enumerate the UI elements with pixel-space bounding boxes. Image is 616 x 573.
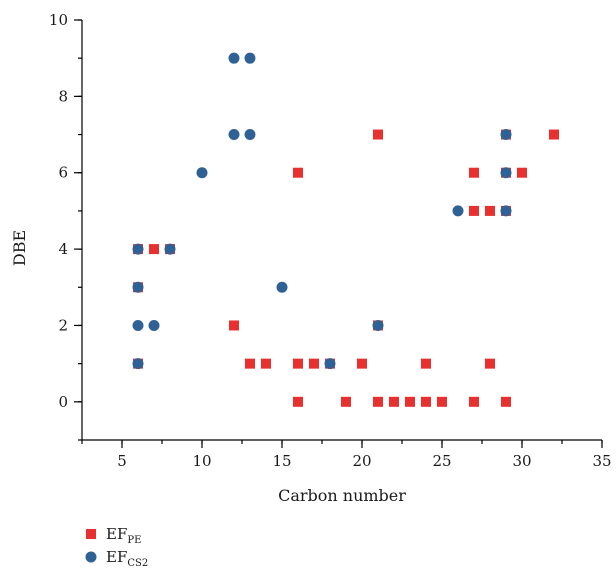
data-point-circle	[372, 319, 384, 331]
data-point-square	[245, 358, 255, 369]
data-point-square	[421, 396, 431, 407]
data-point-circle	[132, 319, 144, 331]
data-point-square	[549, 129, 559, 140]
y-tick-label: 4	[58, 240, 68, 258]
data-point-square	[357, 358, 367, 369]
x-tick-label: 25	[432, 452, 451, 470]
data-point-square	[229, 320, 239, 331]
data-point-square	[341, 396, 351, 407]
data-point-circle	[228, 52, 240, 64]
data-point-circle	[452, 205, 464, 217]
legend-label: EFPE	[106, 525, 141, 546]
legend-square-marker	[86, 529, 96, 539]
data-point-circle	[500, 167, 512, 179]
x-tick-label: 5	[117, 452, 127, 470]
data-point-circle	[132, 281, 144, 293]
data-point-circle	[132, 243, 144, 255]
legend-circle-marker	[85, 551, 97, 563]
data-point-circle	[148, 319, 160, 331]
data-point-circle	[244, 129, 256, 141]
y-tick-label: 0	[58, 393, 68, 411]
data-point-square	[517, 167, 527, 178]
data-point-square	[485, 358, 495, 369]
data-point-square	[293, 396, 303, 407]
data-point-square	[469, 396, 479, 407]
plot-area	[132, 52, 559, 407]
data-point-circle	[244, 52, 256, 64]
data-point-circle	[196, 167, 208, 179]
data-point-square	[469, 167, 479, 178]
x-tick-label: 10	[192, 452, 211, 470]
legend-item: EFCS2	[85, 548, 148, 569]
data-point-square	[421, 358, 431, 369]
x-tick-label: 15	[272, 452, 291, 470]
data-point-circle	[276, 281, 288, 293]
data-point-circle	[324, 358, 336, 370]
x-tick-label: 30	[512, 452, 531, 470]
data-point-square	[405, 396, 415, 407]
data-point-square	[293, 358, 303, 369]
data-point-square	[373, 396, 383, 407]
axes: 5 10 15 20 25 30 35 0 2 4 6 8 10	[49, 11, 612, 470]
data-point-circle	[228, 129, 240, 141]
data-point-square	[437, 396, 447, 407]
y-tick-label: 6	[58, 164, 68, 182]
data-point-square	[373, 129, 383, 140]
data-point-square	[149, 244, 159, 255]
data-point-circle	[164, 243, 176, 255]
y-axis-title: DBE	[10, 230, 29, 266]
data-point-square	[261, 358, 271, 369]
data-point-square	[293, 167, 303, 178]
data-point-square	[309, 358, 319, 369]
data-point-square	[389, 396, 399, 407]
y-tick-label: 2	[58, 316, 68, 334]
series-ef-cs2	[132, 52, 512, 370]
x-tick-label: 20	[352, 452, 371, 470]
legend-label: EFCS2	[106, 548, 148, 569]
y-tick-label: 10	[49, 11, 68, 29]
data-point-square	[469, 205, 479, 216]
legend-item: EFPE	[86, 525, 141, 546]
data-point-circle	[500, 205, 512, 217]
data-point-circle	[500, 129, 512, 141]
x-axis-title: Carbon number	[278, 486, 406, 505]
x-tick-label: 35	[592, 452, 611, 470]
data-point-square	[485, 205, 495, 216]
y-tick-label: 8	[58, 87, 68, 105]
data-point-square	[501, 396, 511, 407]
data-point-circle	[132, 358, 144, 370]
